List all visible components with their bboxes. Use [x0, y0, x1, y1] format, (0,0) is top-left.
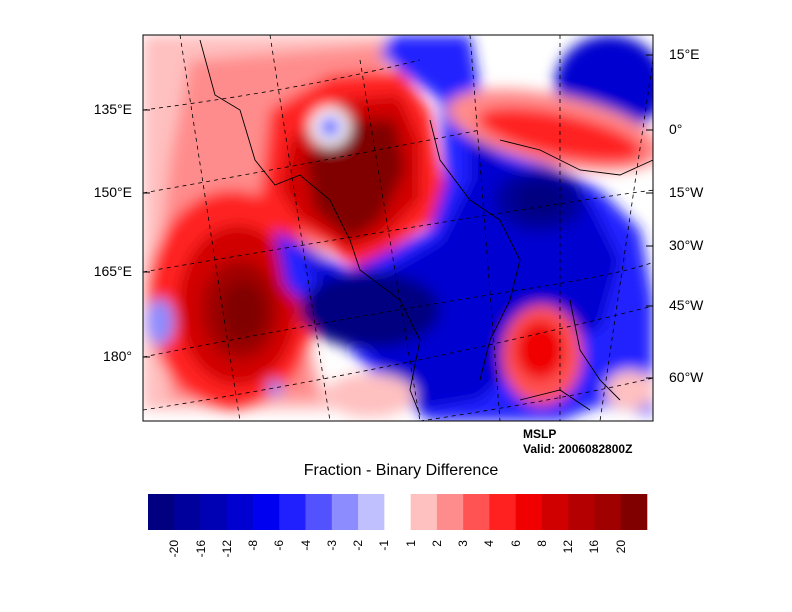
colorbar-box: [568, 494, 595, 530]
lon-label: 60°W: [669, 369, 704, 385]
axis-ticks: [143, 54, 653, 379]
colorbar-label: -3: [324, 540, 339, 551]
plot-title: Fraction - Binary Difference: [0, 462, 792, 480]
colorbar-box: [384, 494, 411, 530]
colorbar-box: [148, 494, 175, 530]
colorbar-box: [515, 494, 543, 530]
colorbar-box: [541, 494, 569, 530]
colorbar-box: [174, 494, 201, 530]
colorbar-label: 3: [456, 540, 471, 547]
lon-label: 15°W: [669, 184, 704, 200]
colorbar-box: [331, 494, 359, 530]
lon-label: 0°: [669, 121, 683, 137]
graticule: [143, 35, 653, 421]
colorbar-label: -16: [193, 540, 208, 558]
variable-label: MSLP: [523, 427, 557, 441]
map-border: [142, 34, 654, 422]
colorbar-label: -12: [219, 540, 234, 558]
colorbar-label: -4: [298, 540, 313, 551]
colorbar-label: -1: [377, 540, 392, 551]
colorbar-box: [226, 494, 254, 530]
colorbar-box: [463, 494, 490, 530]
coastlines: [199, 39, 653, 416]
colorbar-label: -6: [272, 540, 287, 551]
colorbar: [148, 494, 648, 530]
lat-label: 180°: [103, 348, 132, 364]
colorbar-label: 1: [403, 540, 418, 547]
plot-info: MSLP Valid: 2006082800Z: [523, 427, 632, 457]
lat-label: 135°E: [93, 101, 132, 117]
colorbar-label: 2: [429, 540, 444, 547]
colorbar-box: [305, 494, 333, 530]
colorbar-box: [594, 494, 622, 530]
colorbar-label: 4: [482, 540, 497, 547]
colorbar-box: [410, 494, 438, 530]
colorbar-label: -8: [246, 540, 261, 551]
colorbar-box: [620, 494, 648, 530]
lon-label: 45°W: [669, 297, 704, 313]
lat-label: 165°E: [93, 263, 132, 279]
contour-field: [143, 35, 653, 421]
lon-label: 15°E: [669, 46, 700, 62]
plot-title-text: Fraction - Binary Difference: [303, 462, 499, 479]
lat-label: 150°E: [93, 184, 132, 200]
colorbar-label: 12: [561, 540, 576, 554]
colorbar-label: 6: [508, 540, 523, 547]
colorbar-label: 16: [587, 540, 602, 554]
colorbar-box: [253, 494, 280, 530]
colorbar-box: [358, 494, 385, 530]
colorbar-label: -20: [167, 540, 182, 558]
colorbar-label: 20: [613, 540, 628, 554]
colorbar-box: [279, 494, 306, 530]
colorbar-label: 8: [534, 540, 549, 547]
colorbar-box: [200, 494, 228, 530]
colorbar-box: [436, 494, 464, 530]
colorbar-label: -2: [351, 540, 366, 551]
valid-time: Valid: 2006082800Z: [523, 442, 633, 456]
lon-label: 30°W: [669, 237, 704, 253]
colorbar-box: [489, 494, 516, 530]
